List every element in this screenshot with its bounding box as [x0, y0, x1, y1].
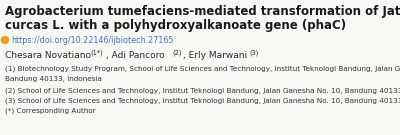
Text: Chesara Novatiano: Chesara Novatiano [5, 51, 91, 60]
Circle shape [2, 36, 8, 43]
Text: (3) School of Life Sciences and Technology, Institut Teknologi Bandung, Jalan Ga: (3) School of Life Sciences and Technolo… [5, 97, 400, 104]
Text: (1*): (1*) [90, 49, 103, 55]
Text: https://doi.org/10.22146/ijbiotech.27165: https://doi.org/10.22146/ijbiotech.27165 [11, 36, 174, 45]
Text: Bandung 40133, Indonesia: Bandung 40133, Indonesia [5, 77, 102, 82]
Text: curcas L. with a polyhydroxyalkanoate gene (phaC): curcas L. with a polyhydroxyalkanoate ge… [5, 19, 346, 32]
Text: (*) Corresponding Author: (*) Corresponding Author [5, 108, 96, 114]
Text: , Adi Pancoro: , Adi Pancoro [106, 51, 165, 60]
Text: Agrobacterium tumefaciens-mediated transformation of Jatropha: Agrobacterium tumefaciens-mediated trans… [5, 5, 400, 18]
Text: (3): (3) [249, 49, 258, 55]
Text: (2): (2) [172, 49, 182, 55]
Text: (2) School of Life Sciences and Technology, Institut Teknologi Bandung, Jalan Ga: (2) School of Life Sciences and Technolo… [5, 87, 400, 94]
Text: (1) Biotechnology Study Program, School of Life Sciences and Technology, Institu: (1) Biotechnology Study Program, School … [5, 66, 400, 72]
Text: , Erly Marwani: , Erly Marwani [183, 51, 247, 60]
